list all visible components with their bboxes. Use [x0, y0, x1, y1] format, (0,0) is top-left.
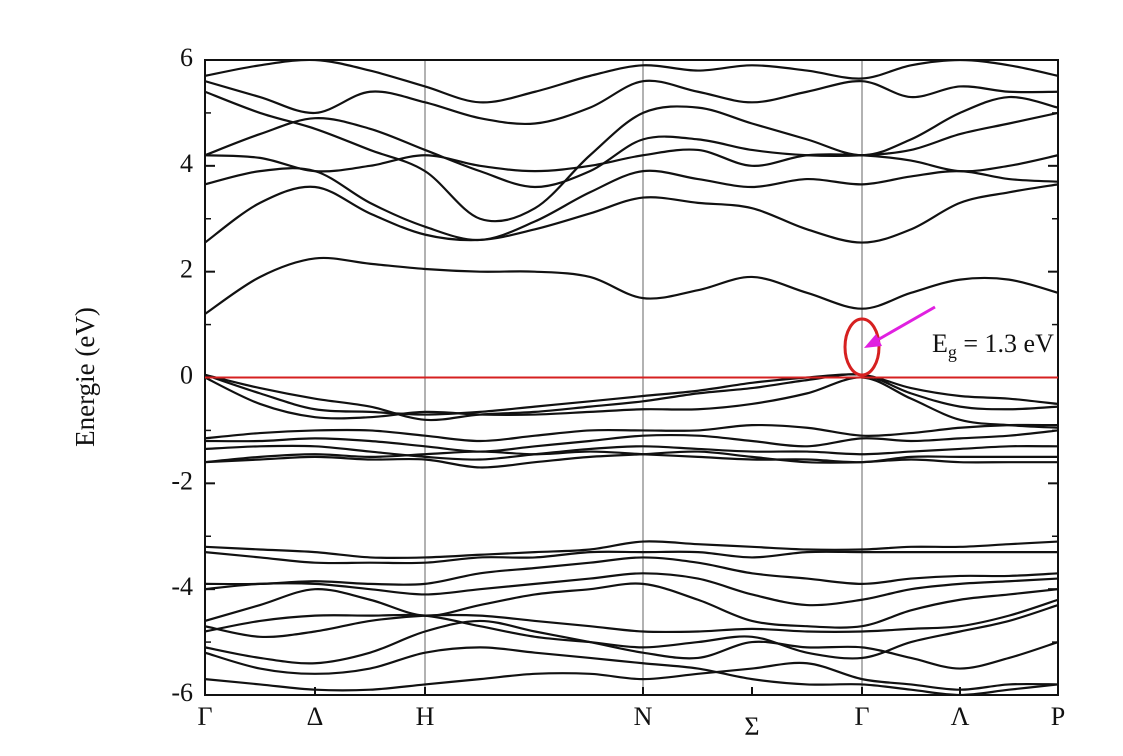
band [205, 429, 1058, 453]
x-tick-label: P [1051, 702, 1065, 731]
band [205, 550, 1058, 565]
x-tick-label: Σ [744, 712, 759, 741]
y-tick-label: -6 [171, 678, 193, 707]
x-tick-label: Γ [197, 702, 212, 731]
band [205, 556, 1058, 586]
gap-label-sub: g [948, 342, 957, 362]
band [205, 603, 1058, 660]
band [205, 148, 1058, 173]
gap-label-main: E [932, 329, 948, 358]
band [205, 572, 1058, 607]
band [205, 661, 1058, 692]
y-tick-label: 6 [180, 43, 193, 72]
band [205, 111, 1058, 189]
gap-label-rest: = 1.3 eV [957, 329, 1054, 358]
x-tick-label: H [416, 702, 435, 731]
band [205, 79, 1058, 126]
band [205, 619, 1058, 670]
band [205, 373, 1058, 422]
annotation: Eg = 1.3 eV [843, 305, 1054, 377]
x-tick-label: Δ [307, 702, 324, 731]
band [205, 598, 1058, 639]
y-tick-label: 0 [180, 360, 193, 389]
axes-layer: -6 -4 -2 0 2 4 6 Γ Δ H N Σ Γ Λ P [171, 43, 1065, 741]
band [205, 646, 1058, 695]
band [205, 582, 1058, 629]
y-tick-label: -2 [171, 466, 193, 495]
y-tick-label: -4 [171, 572, 193, 601]
band [205, 373, 1058, 416]
band [205, 450, 1058, 469]
band [205, 423, 1058, 443]
y-tick-label: 2 [180, 255, 193, 284]
band [205, 90, 1058, 223]
bands [205, 60, 1058, 695]
x-tick-label: Γ [854, 702, 869, 731]
gap-label: Eg = 1.3 eV [932, 329, 1054, 362]
band [205, 444, 1058, 461]
x-tick-label: Λ [951, 702, 970, 731]
x-tick-label: N [634, 702, 653, 731]
band [205, 183, 1058, 244]
band [205, 167, 1058, 242]
band [205, 60, 1058, 104]
gap-circle [843, 317, 881, 377]
band [205, 256, 1058, 315]
gap-arrow [873, 305, 936, 344]
gap-arrowhead [864, 334, 882, 348]
y-tick-label: 4 [180, 149, 193, 178]
band [205, 376, 1058, 429]
y-axis-label: Energie (eV) [70, 307, 100, 447]
band [205, 540, 1058, 560]
